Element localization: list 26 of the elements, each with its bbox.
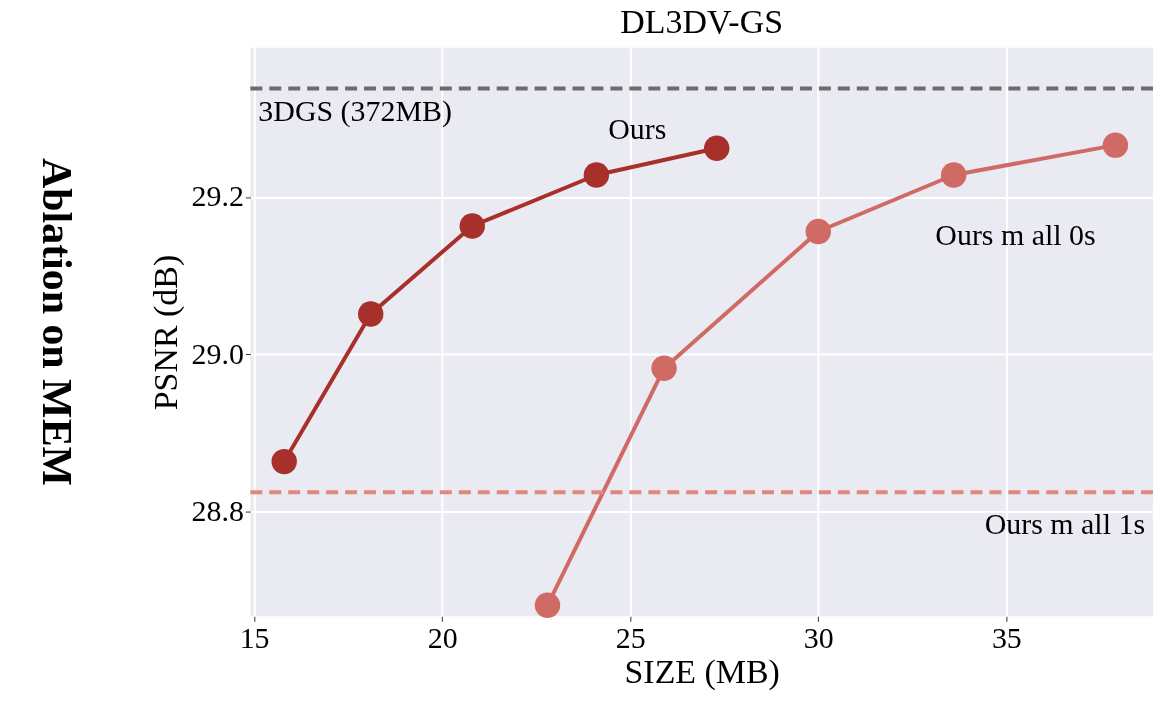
point [271, 448, 297, 475]
y-tick-label: 29.2 [191, 179, 244, 213]
chart-title: DL3DV-GS [620, 2, 784, 40]
point [583, 162, 610, 188]
x-tick-label: 25 [615, 620, 646, 654]
point [459, 213, 485, 239]
series-label: Ours m all 0s [935, 217, 1096, 251]
point [651, 355, 677, 381]
point [940, 162, 967, 188]
point [534, 592, 561, 618]
text: Ablation on MEM [33, 158, 80, 487]
ref-line-label: Ours m all 1s [984, 507, 1146, 541]
y-axis-title: PSNR (dB) [146, 254, 185, 411]
x-tick-label: 20 [427, 620, 458, 654]
ref-line-label: 3DGS (372MB) [258, 93, 452, 128]
y-tick-label: 29.0 [191, 336, 244, 370]
x-tick-label: 30 [803, 620, 834, 654]
series-label: Ours [608, 112, 667, 146]
point [704, 135, 730, 161]
point [805, 218, 831, 245]
x-tick-label: 35 [991, 620, 1022, 654]
y-tick-label: 28.8 [191, 493, 244, 527]
point [357, 301, 384, 327]
x-axis-title: SIZE (MB) [624, 652, 780, 691]
point [1102, 132, 1129, 158]
x-tick-label: 15 [239, 620, 270, 654]
